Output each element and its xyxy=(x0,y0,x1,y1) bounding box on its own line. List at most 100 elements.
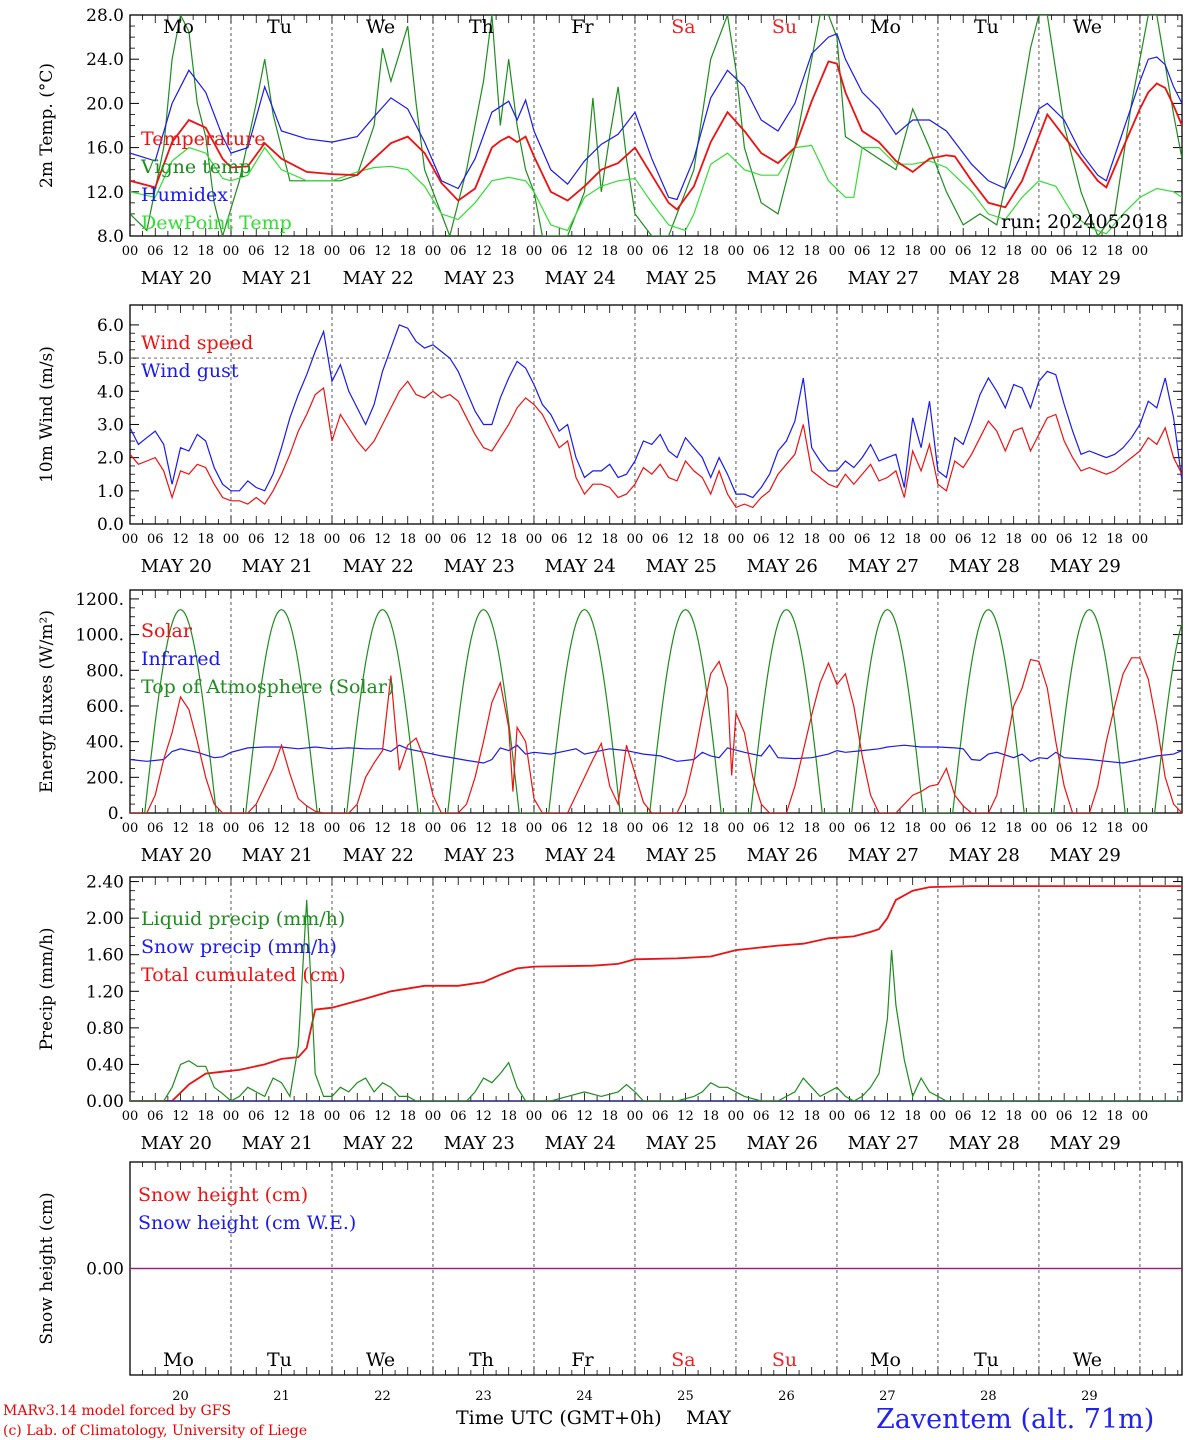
day-label: MAY 28 xyxy=(949,556,1020,577)
legend-entry: Wind speed xyxy=(141,332,253,354)
hour-tick-label: 12 xyxy=(980,532,997,547)
day-label: MAY 27 xyxy=(848,1133,919,1154)
hour-tick-label: 06 xyxy=(854,244,871,259)
hour-tick-label: 12 xyxy=(778,244,795,259)
hour-tick-label: 18 xyxy=(1106,532,1123,547)
weekday-label: Th xyxy=(469,1349,494,1371)
hour-tick-label: 12 xyxy=(879,1109,896,1124)
hour-tick-label: 06 xyxy=(955,1109,972,1124)
hour-tick-label: 06 xyxy=(652,244,669,259)
hour-tick-label: 12 xyxy=(778,1109,795,1124)
hour-tick-label: 12 xyxy=(273,821,290,836)
hour-tick-label: 00 xyxy=(425,821,442,836)
hour-tick-label: 06 xyxy=(248,1109,265,1124)
series-line-infrared xyxy=(130,744,1182,764)
hour-tick-label: 06 xyxy=(147,821,164,836)
day-label: MAY 29 xyxy=(1050,1133,1121,1154)
hour-tick-label: 12 xyxy=(1081,1109,1098,1124)
legend-entry: Top of Atmosphere (Solar) xyxy=(141,676,394,698)
day-label: MAY 23 xyxy=(444,556,515,577)
hour-tick-label: 06 xyxy=(349,1109,366,1124)
day-number-label: 25 xyxy=(677,1389,694,1404)
series-line-dewpoint-temp xyxy=(130,144,1182,235)
legend-entry: Infrared xyxy=(141,648,221,670)
hour-tick-label: 18 xyxy=(803,532,820,547)
weekday-label: Su xyxy=(772,1349,797,1371)
hour-tick-label: 12 xyxy=(475,244,492,259)
lab-credit: (c) Lab. of Climatology, University of L… xyxy=(3,1423,307,1439)
hour-tick-label: 00 xyxy=(324,821,341,836)
day-label: MAY 29 xyxy=(1050,845,1121,866)
hour-tick-label: 12 xyxy=(677,244,694,259)
hour-tick-label: 06 xyxy=(551,1109,568,1124)
plot-frame xyxy=(129,14,1183,237)
y-tick-label: 0.80 xyxy=(86,1019,124,1039)
y-tick-label: 1.60 xyxy=(86,946,124,966)
weekday-label: Mo xyxy=(870,1349,901,1371)
series-line-top-of-atmosphere-solar xyxy=(130,608,1182,813)
hour-tick-label: 06 xyxy=(753,821,770,836)
hour-tick-label: 00 xyxy=(526,532,543,547)
series-group xyxy=(130,885,1182,1101)
day-label: MAY 29 xyxy=(1050,556,1121,577)
day-label: MAY 29 xyxy=(1050,268,1121,289)
hour-tick-label: 12 xyxy=(879,244,896,259)
time-axis-title: Time UTC (GMT+0h) xyxy=(456,1407,662,1429)
hour-tick-label: 12 xyxy=(879,821,896,836)
hour-tick-label: 00 xyxy=(930,821,947,836)
hour-tick-label: 00 xyxy=(122,244,139,259)
y-tick-label: 28.0 xyxy=(86,6,124,26)
station-name: Zaventem (alt. 71m) xyxy=(876,1404,1154,1435)
hour-tick-label: 12 xyxy=(576,244,593,259)
weekday-label: Fr xyxy=(571,16,594,38)
hour-tick-label: 18 xyxy=(197,244,214,259)
weekday-label: Tu xyxy=(974,16,999,38)
series-group xyxy=(130,324,1182,509)
hour-tick-label: 06 xyxy=(147,244,164,259)
day-label: MAY 28 xyxy=(949,1133,1020,1154)
day-label: MAY 21 xyxy=(242,1133,313,1154)
hour-tick-label: 18 xyxy=(803,244,820,259)
day-label: MAY 23 xyxy=(444,268,515,289)
y-axis-title: Energy fluxes (W/m²) xyxy=(37,610,57,793)
hour-tick-label: 12 xyxy=(778,532,795,547)
hour-tick-label: 00 xyxy=(1132,821,1149,836)
series-line-humidex xyxy=(130,33,1182,201)
series-line-solar xyxy=(130,657,1182,813)
hour-tick-label: 06 xyxy=(1056,1109,1073,1124)
hour-tick-label: 18 xyxy=(1005,821,1022,836)
series-line-temperature xyxy=(130,60,1182,211)
hour-tick-label: 18 xyxy=(298,821,315,836)
y-tick-label: 12.0 xyxy=(86,183,124,203)
y-tick-label: 2.40 xyxy=(86,873,124,893)
panel-snow: 0.00 Snow height (cm) Snow height (cm) Snow… xyxy=(37,1161,1183,1404)
hour-tick-label: 12 xyxy=(273,244,290,259)
series-group xyxy=(130,15,1182,236)
hour-tick-label: 18 xyxy=(904,532,921,547)
hour-tick-label: 00 xyxy=(526,821,543,836)
hour-tick-label: 00 xyxy=(627,532,644,547)
hour-tick-label: 12 xyxy=(778,821,795,836)
hour-tick-label: 12 xyxy=(980,821,997,836)
hour-tick-label: 00 xyxy=(829,532,846,547)
hour-tick-label: 00 xyxy=(324,1109,341,1124)
hour-tick-label: 12 xyxy=(1081,532,1098,547)
hour-tick-label: 12 xyxy=(677,532,694,547)
day-label: MAY 25 xyxy=(646,556,717,577)
day-label: MAY 24 xyxy=(545,268,616,289)
day-label: MAY 22 xyxy=(343,1133,414,1154)
day-label: MAY 21 xyxy=(242,268,313,289)
y-tick-label: 0.00 xyxy=(86,1092,124,1112)
hour-tick-label: 00 xyxy=(930,532,947,547)
run-annotation: run: 2024052018 xyxy=(1001,211,1168,233)
hour-tick-label: 12 xyxy=(374,532,391,547)
panel-temp: 8.0 12.0 16.0 20.0 24.0 28.0 2m Temp. (°C) Temp… xyxy=(37,6,1183,289)
legend-entry: Total cumulated (cm) xyxy=(141,964,346,986)
day-label: MAY 25 xyxy=(646,268,717,289)
weekday-label: Mo xyxy=(870,16,901,38)
hour-tick-label: 06 xyxy=(854,1109,871,1124)
series-line-wind-gust xyxy=(130,324,1182,499)
series-group xyxy=(130,608,1182,813)
day-label: MAY 27 xyxy=(848,268,919,289)
hour-tick-label: 12 xyxy=(475,821,492,836)
